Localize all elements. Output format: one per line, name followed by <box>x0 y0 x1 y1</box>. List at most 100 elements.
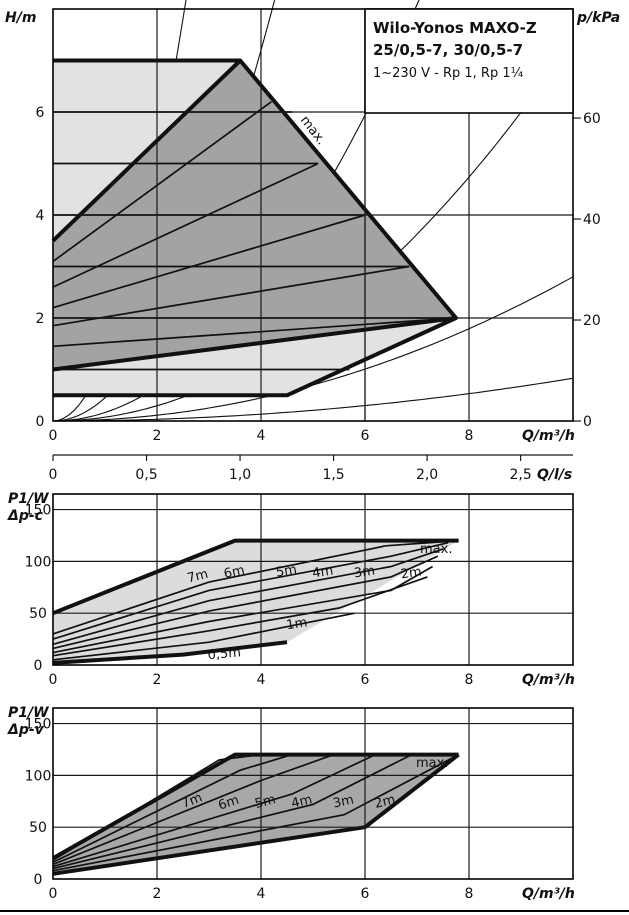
plot-frame <box>52 493 574 666</box>
curve-label: 2m <box>400 564 423 582</box>
x-tick-label: 2 <box>153 428 162 444</box>
power-line-6m <box>52 541 449 640</box>
power-envelope <box>53 754 459 874</box>
power-line-3m <box>52 753 413 870</box>
y-tick-label: 50 <box>29 820 47 836</box>
tick-labels: 0 0,5 1,0 1,5 2,0 2,5 <box>49 455 532 483</box>
control-line-11 <box>52 265 410 327</box>
right-tick-label: 20 <box>583 313 601 329</box>
x-tick-label: 0 <box>49 672 58 688</box>
power-line-2m <box>52 576 428 657</box>
x-tick-label: 8 <box>465 428 474 444</box>
control-line-9 <box>52 162 319 288</box>
chart-title: Wilo-Yonos MAXO-Z <box>373 19 537 37</box>
x-tick-label: 0 <box>49 428 58 444</box>
y-tick-label: 0 <box>34 658 43 674</box>
max-label: max. <box>420 542 452 557</box>
y-axis-label: P1/W <box>8 491 49 507</box>
curve-labels: 7m 6m 5m 4m 3m 2m <box>180 790 397 813</box>
curve-label: 4m <box>290 792 314 811</box>
y-tick-label: 4 <box>36 208 45 224</box>
curve-label: 3m <box>332 792 356 811</box>
x-axis-label: Q/m³/h <box>522 672 575 688</box>
chart-subtitle: 25/0,5-7, 30/0,5-7 <box>373 41 523 59</box>
y-axis-label-left: H/m <box>5 10 36 26</box>
power-line-3m <box>52 565 434 654</box>
power-line-6m <box>52 753 293 864</box>
ls-tick-label: 0 <box>49 467 58 483</box>
curve-label: 7m <box>186 567 210 587</box>
grid <box>53 494 573 665</box>
control-line-12 <box>52 317 457 348</box>
curve-label: 0,5m <box>207 645 242 663</box>
x-tick-label: 6 <box>361 672 370 688</box>
control-line-10 <box>52 214 366 309</box>
x-axis-label: Q/m³/h <box>522 886 575 902</box>
curve-label: 6m <box>216 793 241 814</box>
y-tick-label: 0 <box>36 414 45 430</box>
x-tick-label: 6 <box>361 428 370 444</box>
title-box <box>364 8 574 114</box>
control-line-8 <box>52 101 272 263</box>
x-tick-label: 4 <box>257 886 266 902</box>
x-tick-label: 8 <box>465 672 474 688</box>
curve-label: 1m <box>285 615 308 633</box>
grid <box>53 708 573 879</box>
power-line-5m <box>52 548 444 646</box>
right-tick-label: 40 <box>583 212 601 228</box>
ls-tick-label: 0,5 <box>135 467 157 483</box>
curve-label: 4m <box>311 563 334 581</box>
plot-frame <box>52 707 574 880</box>
ls-tick-label: 1,5 <box>322 467 344 483</box>
system-curve-6 <box>53 377 574 422</box>
right-tick-label: 0 <box>583 414 592 430</box>
y-tick-label: 50 <box>29 606 47 622</box>
flow-ls-axis: 0 0,5 1,0 1,5 2,0 2,5 Q/l/s <box>49 454 573 483</box>
power-line-4m <box>52 555 439 650</box>
head-flow-chart: Wilo-Yonos MAXO-Z 25/0,5-7, 30/0,5-7 1~2… <box>5 0 620 444</box>
x-tick-label: 0 <box>49 886 58 902</box>
envelope-fill <box>53 754 459 874</box>
x-tick-label: 4 <box>257 672 266 688</box>
power-line-2m <box>52 753 459 872</box>
y-tick-label: 150 <box>25 717 52 733</box>
right-tick-label: 60 <box>583 111 601 127</box>
curve-label: 3m <box>353 564 376 582</box>
x-axis-label: Q/m³/h <box>522 428 575 444</box>
y-tick-label: 100 <box>25 554 52 570</box>
tick-labels: 0 2 4 6 8 0 50 100 150 <box>25 503 474 688</box>
y-tick-label: 0 <box>34 872 43 888</box>
y-axis-label-right: p/kPa <box>576 10 620 26</box>
power-dpv-chart: P1/W Δp-v Q/m³/h max. 0 2 4 6 8 0 50 100 150 7m 6… <box>7 705 575 902</box>
ls-tick-label: 2,5 <box>509 467 531 483</box>
x-tick-label: 2 <box>153 672 162 688</box>
max-label: max. <box>416 756 448 771</box>
curve-label: 5m <box>275 562 298 580</box>
power-line-7m <box>52 539 459 635</box>
curve-label: 7m <box>180 790 205 812</box>
curve-label: 2m <box>373 792 397 812</box>
curve-label: 5m <box>253 792 277 812</box>
power-line-0,5m <box>52 640 288 665</box>
x-axis-label: Q/l/s <box>537 467 572 483</box>
curve-label: 6m <box>222 563 246 582</box>
ls-tick-label: 2,0 <box>416 467 438 483</box>
x-tick-label: 4 <box>257 428 266 444</box>
y-tick-label: 2 <box>36 311 45 327</box>
power-lines <box>52 538 459 665</box>
power-dpc-chart: P1/W Δp-c Q/m³/h max. 0 2 4 6 8 0 50 100 150 7m 6… <box>7 491 575 688</box>
power-line-max. <box>52 538 459 616</box>
x-tick-label: 2 <box>153 886 162 902</box>
y-axis-label: P1/W <box>8 705 49 721</box>
curve-labels: 7m 6m 5m 4m 3m 2m 1m 0,5m <box>186 562 423 663</box>
y-axis-label-mode: Δp-c <box>7 508 44 524</box>
power-line-4m <box>52 753 376 868</box>
x-tick-label: 6 <box>361 886 370 902</box>
power-line-1m <box>52 612 355 661</box>
x-tick-label: 8 <box>465 886 474 902</box>
dp-v-max-line <box>51 59 242 243</box>
y-axis-label-mode: Δp-v <box>7 722 45 738</box>
y-tick-label: 6 <box>36 105 45 121</box>
